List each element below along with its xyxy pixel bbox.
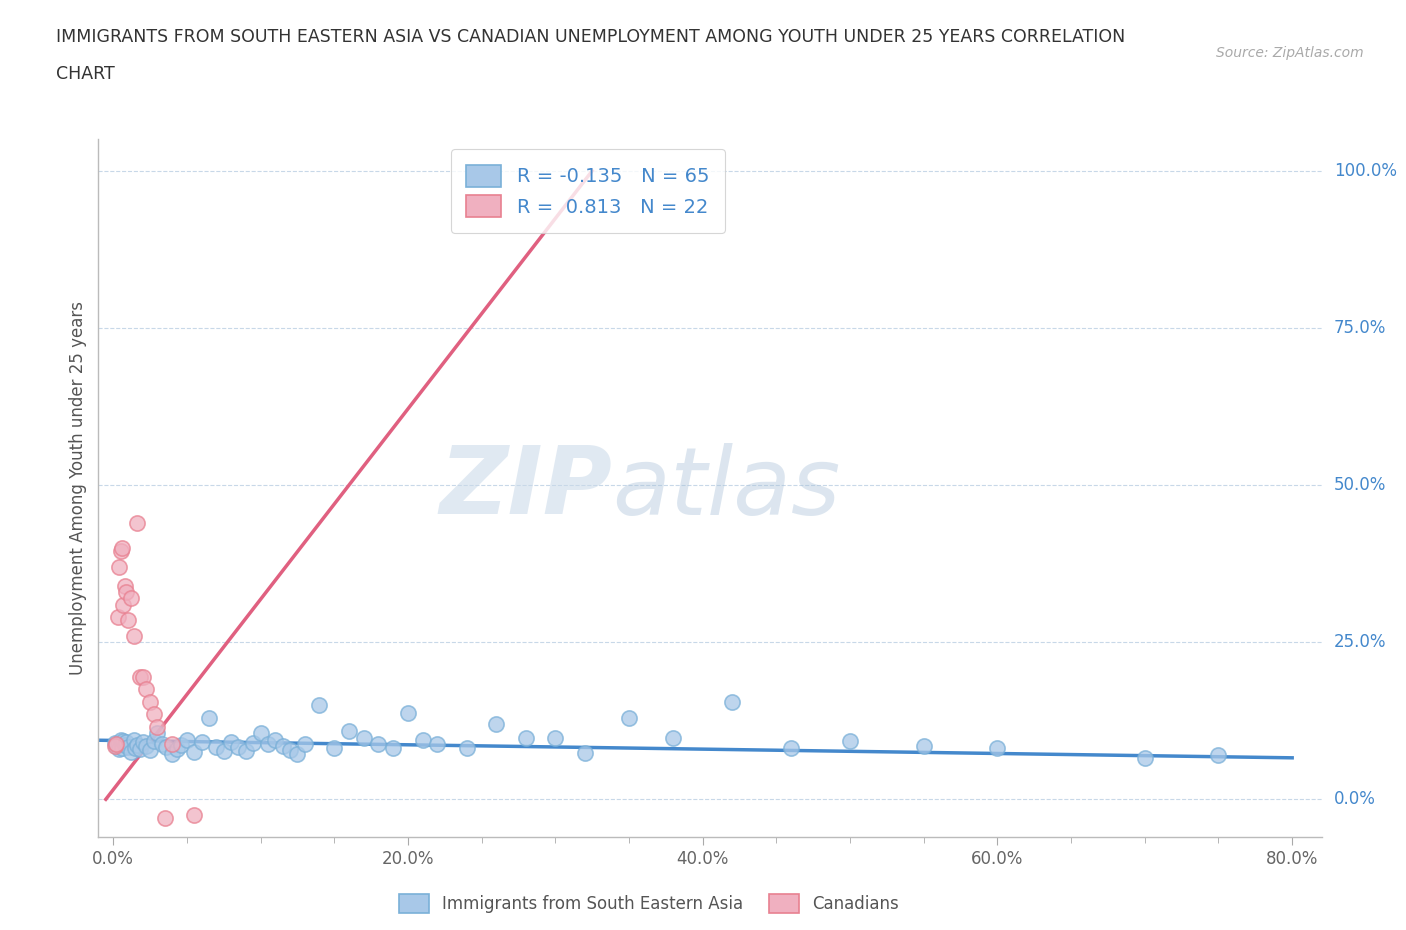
- Point: [1208, 748, 1230, 763]
- Point: [105, 738, 128, 753]
- Point: [143, 734, 166, 749]
- Point: [122, 733, 145, 748]
- Text: 75.0%: 75.0%: [1334, 319, 1386, 337]
- Point: [128, 670, 150, 684]
- Point: [721, 695, 744, 710]
- Point: [839, 734, 862, 749]
- Point: [912, 738, 935, 753]
- Point: [485, 716, 508, 731]
- Point: [120, 591, 142, 605]
- Point: [150, 737, 173, 751]
- Point: [183, 745, 205, 760]
- Text: IMMIGRANTS FROM SOUTH EASTERN ASIA VS CANADIAN UNEMPLOYMENT AMONG YOUTH UNDER 25: IMMIGRANTS FROM SOUTH EASTERN ASIA VS CA…: [56, 28, 1125, 46]
- Point: [212, 743, 235, 758]
- Point: [108, 741, 131, 756]
- Point: [131, 670, 153, 684]
- Point: [146, 720, 169, 735]
- Point: [128, 741, 150, 756]
- Point: [271, 738, 294, 753]
- Point: [242, 736, 264, 751]
- Point: [115, 584, 138, 599]
- Point: [235, 743, 257, 758]
- Point: [143, 707, 166, 722]
- Point: [112, 597, 135, 612]
- Point: [115, 735, 138, 750]
- Point: [323, 740, 346, 755]
- Point: [337, 724, 360, 738]
- Point: [146, 726, 169, 741]
- Point: [257, 737, 280, 751]
- Point: [160, 747, 183, 762]
- Text: 0.0%: 0.0%: [1334, 790, 1375, 808]
- Point: [155, 739, 177, 754]
- Text: 50.0%: 50.0%: [1334, 476, 1386, 494]
- Legend: Immigrants from South Eastern Asia, Canadians: Immigrants from South Eastern Asia, Cana…: [385, 881, 912, 926]
- Point: [515, 731, 537, 746]
- Point: [198, 711, 221, 725]
- Text: ZIP: ZIP: [439, 443, 612, 534]
- Point: [122, 629, 145, 644]
- Point: [120, 745, 142, 760]
- Point: [249, 726, 271, 741]
- Point: [114, 578, 136, 593]
- Point: [308, 698, 330, 712]
- Point: [190, 735, 212, 750]
- Point: [617, 711, 640, 725]
- Point: [131, 735, 153, 750]
- Point: [396, 705, 419, 720]
- Point: [986, 740, 1008, 755]
- Point: [544, 730, 567, 745]
- Point: [426, 737, 449, 751]
- Point: [160, 737, 183, 751]
- Point: [456, 740, 478, 755]
- Point: [104, 736, 127, 751]
- Point: [108, 559, 131, 574]
- Text: atlas: atlas: [612, 443, 841, 534]
- Point: [170, 737, 193, 752]
- Point: [228, 739, 250, 754]
- Point: [125, 515, 148, 530]
- Point: [219, 735, 242, 750]
- Y-axis label: Unemployment Among Youth under 25 years: Unemployment Among Youth under 25 years: [69, 301, 87, 675]
- Point: [135, 738, 157, 753]
- Point: [574, 746, 596, 761]
- Point: [117, 739, 139, 754]
- Point: [111, 540, 134, 555]
- Point: [353, 731, 375, 746]
- Text: CHART: CHART: [56, 65, 115, 83]
- Point: [1133, 751, 1156, 766]
- Point: [367, 737, 389, 751]
- Point: [780, 740, 803, 755]
- Point: [139, 742, 162, 757]
- Point: [287, 747, 309, 762]
- Point: [107, 610, 129, 625]
- Point: [125, 737, 148, 752]
- Point: [135, 682, 157, 697]
- Point: [110, 732, 132, 747]
- Point: [110, 544, 132, 559]
- Point: [294, 737, 316, 751]
- Point: [176, 732, 198, 747]
- Point: [166, 741, 188, 756]
- Point: [111, 740, 134, 755]
- Point: [264, 732, 287, 747]
- Point: [139, 695, 162, 710]
- Point: [153, 811, 176, 826]
- Text: 25.0%: 25.0%: [1334, 633, 1386, 651]
- Point: [105, 737, 128, 751]
- Point: [205, 739, 228, 754]
- Point: [382, 740, 405, 755]
- Point: [662, 730, 685, 745]
- Point: [278, 742, 301, 757]
- Text: Source: ZipAtlas.com: Source: ZipAtlas.com: [1216, 46, 1364, 60]
- Point: [183, 807, 205, 822]
- Point: [104, 738, 127, 753]
- Point: [117, 613, 139, 628]
- Point: [412, 732, 434, 747]
- Point: [107, 737, 129, 751]
- Point: [114, 737, 136, 752]
- Point: [124, 740, 146, 755]
- Point: [112, 734, 135, 749]
- Text: 100.0%: 100.0%: [1334, 162, 1398, 179]
